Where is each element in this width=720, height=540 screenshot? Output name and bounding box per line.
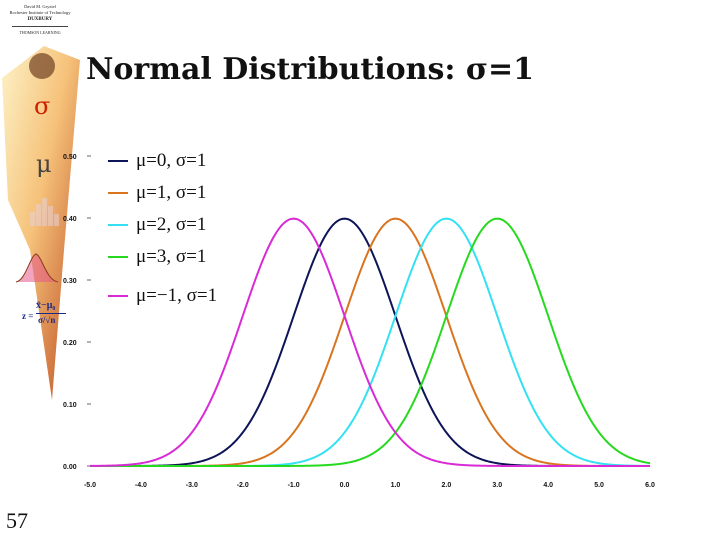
sigma-symbol: σ	[34, 92, 51, 120]
x-tick-label: -4.0	[135, 482, 147, 489]
z-formula-denominator: σ/√n	[38, 315, 56, 325]
legend-label: μ=1, σ=1	[136, 182, 207, 203]
x-tick-label: -3.0	[186, 482, 198, 489]
mu-symbol: μ	[36, 150, 52, 178]
z-formula-bar	[36, 313, 66, 314]
legend-swatch	[108, 224, 128, 226]
credit-author: David M. Gryziel	[24, 4, 56, 9]
publisher-divider	[12, 25, 68, 27]
legend-swatch	[108, 295, 128, 297]
legend-item: μ=0, σ=1	[108, 150, 206, 172]
slide-number: 57	[6, 508, 28, 533]
y-tick-label: 0.50	[63, 154, 77, 161]
x-tick-label: -5.0	[84, 482, 96, 489]
legend-label: μ=−1, σ=1	[136, 285, 218, 306]
x-tick-label: -1.0	[288, 482, 300, 489]
legend-item: μ=2, σ=1	[108, 214, 206, 236]
credit-institution: Rochester Institute of Technology	[9, 9, 71, 15]
x-tick-label: 0.0	[340, 482, 350, 489]
y-tick-label: 0.10	[63, 402, 77, 409]
credit-block: David M. Gryziel Rochester Institute of …	[4, 4, 76, 35]
legend-swatch	[108, 256, 128, 258]
series-line-5	[89, 217, 650, 467]
x-tick-label: 5.0	[594, 482, 604, 489]
x-tick-label: 6.0	[645, 482, 655, 489]
x-tick-label: 2.0	[441, 482, 451, 489]
x-tick-label: -2.0	[237, 482, 249, 489]
y-tick-label: 0.20	[63, 340, 77, 347]
publisher-logo: DUXBURY	[27, 17, 53, 22]
publisher-sub: THOMSON LEARNING	[19, 29, 61, 35]
legend-swatch	[108, 160, 128, 162]
x-axis: -5.0 -4.0 -3.0 -2.0 -1.0 0.0 1.0 2.0 3.0 4.0 5.0 6.…	[84, 482, 655, 489]
legend-item: μ=1, σ=1	[108, 182, 206, 204]
z-formula: z = x̄−μ₀ σ/√n	[22, 300, 72, 334]
z-formula-lhs: z =	[22, 311, 34, 321]
legend-swatch	[108, 192, 128, 194]
histogram-graphic	[30, 198, 59, 226]
x-tick-label: 4.0	[543, 482, 553, 489]
legend-item: μ=−1, σ=1	[108, 285, 217, 307]
legend-label: μ=0, σ=1	[136, 150, 207, 171]
y-tick-label: 0.30	[63, 278, 77, 285]
series-group	[89, 217, 651, 467]
x-tick-label: 1.0	[391, 482, 401, 489]
x-tick-label: 3.0	[492, 482, 502, 489]
series-line-4	[90, 217, 651, 467]
page-title: Normal Distributions: σ=1	[85, 52, 535, 87]
legend-item: μ=3, σ=1	[108, 246, 206, 268]
legend-label: μ=3, σ=1	[136, 246, 207, 267]
y-tick-label: 0.40	[63, 216, 77, 223]
banner-emblem	[29, 53, 55, 79]
z-formula-numerator: x̄−μ₀	[36, 300, 56, 311]
y-tick-label: 0.00	[63, 464, 77, 471]
bell-curve-graphic	[15, 253, 59, 283]
y-axis: 0.00 0.10 0.20 0.30 0.40 0.50	[63, 154, 91, 471]
legend-label: μ=2, σ=1	[136, 214, 207, 235]
decorative-banner	[2, 46, 80, 400]
